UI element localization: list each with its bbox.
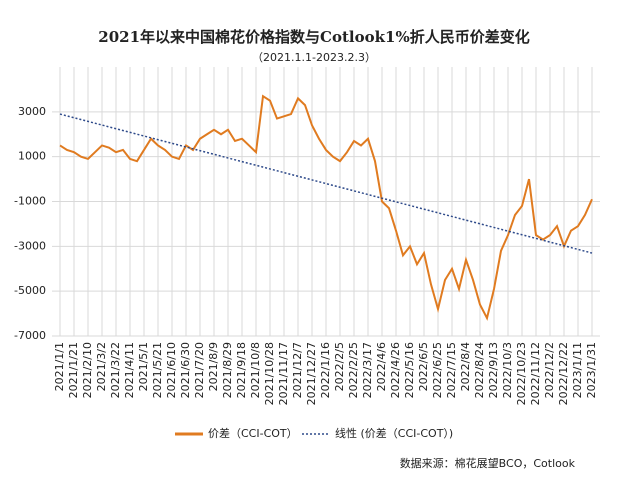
y-tick-label: -5000 xyxy=(14,284,46,297)
x-tick-label: 2022/4/6 xyxy=(375,342,388,391)
y-tick-label: 3000 xyxy=(18,105,46,118)
chart-subtitle: （2021.1.1-2023.2.3） xyxy=(252,51,376,64)
x-tick-label: 2021/9/18 xyxy=(235,342,248,398)
x-tick-label: 2021/6/10 xyxy=(165,342,178,398)
legend-label: 价差（CCI-COT） xyxy=(208,426,298,440)
x-tick-label: 2021/12/27 xyxy=(305,342,318,405)
x-tick-label: 2021/8/29 xyxy=(221,342,234,398)
x-tick-label: 2021/6/30 xyxy=(179,342,192,398)
x-tick-label: 2022/1/16 xyxy=(319,342,332,398)
x-tick-label: 2021/5/21 xyxy=(151,342,164,398)
series-line xyxy=(59,94,593,321)
x-tick-label: 2022/9/13 xyxy=(487,342,500,398)
y-tick-label: -1000 xyxy=(14,195,46,208)
x-tick-label: 2022/10/3 xyxy=(501,342,514,398)
y-tick-label: -3000 xyxy=(14,239,46,252)
x-tick-label: 2022/6/5 xyxy=(417,342,430,391)
x-tick-label: 2021/10/8 xyxy=(249,342,262,398)
x-tick-label: 2022/2/5 xyxy=(333,342,346,391)
x-tick-label: 2023/1/11 xyxy=(571,342,584,398)
x-tick-label: 2023/1/31 xyxy=(585,342,598,398)
x-tick-label: 2022/5/16 xyxy=(403,342,416,398)
y-tick-label: 1000 xyxy=(18,150,46,163)
x-tick-label: 2021/1/1 xyxy=(53,342,66,391)
x-tick-label: 2022/12/2 xyxy=(543,342,556,398)
x-tick-label: 2021/1/21 xyxy=(67,342,80,398)
x-tick-label: 2021/12/7 xyxy=(291,342,304,398)
x-tick-label: 2022/7/15 xyxy=(445,342,458,398)
x-tick-label: 2022/10/23 xyxy=(515,342,528,405)
legend-label: 线性 (价差（CCI-COT）) xyxy=(335,426,453,440)
x-tick-label: 2021/7/20 xyxy=(193,342,206,398)
y-tick-label: -7000 xyxy=(14,329,46,342)
x-tick-label: 2022/2/25 xyxy=(347,342,360,398)
x-tick-label: 2022/11/12 xyxy=(529,342,542,405)
x-tick-label: 2021/5/1 xyxy=(137,342,150,391)
x-tick-label: 2022/6/25 xyxy=(431,342,444,398)
x-tick-label: 2021/8/9 xyxy=(207,342,220,391)
x-tick-label: 2022/4/26 xyxy=(389,342,402,398)
x-tick-label: 2021/3/2 xyxy=(95,342,108,391)
x-tick-label: 2021/10/28 xyxy=(263,342,276,405)
x-tick-label: 2021/2/10 xyxy=(81,342,94,398)
x-tick-label: 2022/12/22 xyxy=(557,342,570,405)
x-tick-label: 2022/3/17 xyxy=(361,342,374,398)
source: 数据来源：棉花展望BCO，Cotlook xyxy=(400,456,576,470)
x-tick-label: 2021/3/22 xyxy=(109,342,122,398)
x-tick-label: 2021/11/17 xyxy=(277,342,290,405)
x-tick-label: 2021/4/11 xyxy=(123,342,136,398)
x-tick-label: 2022/8/24 xyxy=(473,342,486,398)
x-tick-label: 2022/8/4 xyxy=(459,342,472,391)
chart-title: 2021年以来中国棉花价格指数与Cotlook1%折人民币价差变化 xyxy=(98,28,529,46)
